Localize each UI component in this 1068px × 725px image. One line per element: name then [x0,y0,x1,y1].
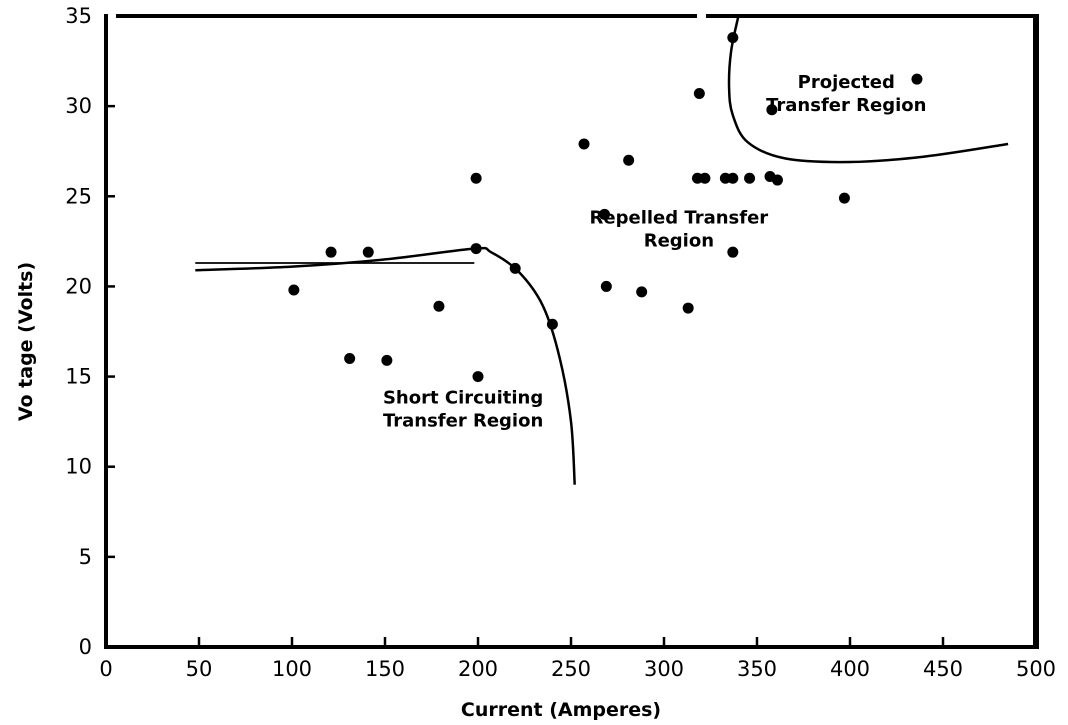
data-point [546,318,558,330]
plot-frame [104,14,1039,649]
x-tick-label: 250 [551,657,591,681]
data-point [771,174,783,186]
data-point [693,88,705,100]
data-point [727,246,739,258]
region-annotations: Short Circuiting Transfer RegionRepelled … [383,72,927,432]
data-point [344,353,356,365]
data-point [362,246,374,258]
x-tick-label: 300 [644,657,684,681]
y-tick-label: 35 [65,4,92,28]
region-annotation: Repelled Transfer Region [590,207,769,251]
y-tick-label: 30 [65,94,92,118]
x-tick-label: 0 [99,657,112,681]
data-points [288,32,923,383]
data-point [636,286,648,298]
boundary-curve [727,15,1009,164]
boundary-curves [195,15,1009,485]
y-axis-title: Vo tage (Volts) [15,262,37,421]
y-tick-label: 5 [79,545,92,569]
data-point [838,192,850,204]
x-tick-label: 500 [1016,657,1056,681]
data-point [600,280,612,292]
region-annotation-line: Short Circuiting [383,388,543,409]
data-point [470,172,482,184]
data-point [288,284,300,296]
x-tick-label: 450 [923,657,963,681]
data-point [578,138,590,150]
data-point [766,104,778,116]
data-point [911,73,923,85]
y-tick-label: 10 [65,455,92,479]
data-point [470,243,482,255]
region-annotation-line: Transfer Region [383,411,543,432]
x-axis-title: Current (Amperes) [461,699,661,721]
x-tick-label: 400 [830,657,870,681]
y-tick-label: 25 [65,184,92,208]
x-axis-ticks: 0 50 100 150 200 250 300 350 400 450 500 [99,637,1056,681]
x-tick-label: 350 [737,657,777,681]
region-annotation-line: Projected [798,72,895,93]
data-point [727,32,739,44]
region-annotation-line: Transfer Region [766,95,926,116]
data-point [433,300,445,312]
x-tick-label: 100 [272,657,312,681]
region-annotation-line: Region [644,230,714,251]
boundary-curve [195,246,576,485]
data-point [509,262,521,274]
region-annotation-line: Repelled Transfer [590,207,769,228]
x-tick-label: 150 [365,657,405,681]
data-point [325,246,337,258]
region-annotation: Projected Transfer Region [766,72,926,116]
y-tick-label: 15 [65,365,92,389]
region-annotation: Short Circuiting Transfer Region [383,388,543,432]
data-point [472,371,484,383]
y-tick-label: 20 [65,274,92,298]
x-tick-label: 50 [186,657,213,681]
data-point [682,302,694,314]
data-point [623,154,635,166]
data-point [598,208,610,220]
data-point [744,172,756,184]
data-point [381,354,393,366]
data-point [727,172,739,184]
y-axis-ticks: 0 5 10 15 20 25 30 35 [65,4,115,659]
y-tick-label: 0 [79,635,92,659]
x-tick-label: 200 [458,657,498,681]
data-point [699,172,711,184]
